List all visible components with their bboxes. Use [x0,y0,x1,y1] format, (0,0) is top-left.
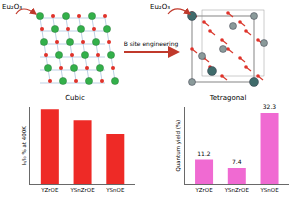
svg-text:YZrOE: YZrOE [40,187,59,193]
svg-text:11.2: 11.2 [197,150,211,157]
svg-text:Eu₂O₃: Eu₂O₃ [150,3,170,11]
svg-text:YSnOE: YSnOE [259,187,279,193]
svg-text:Quantum yield (%): Quantum yield (%) [175,120,182,172]
svg-text:Eu₂O₃: Eu₂O₃ [2,3,22,11]
svg-text:YSnZrOE: YSnZrOE [69,187,95,193]
svg-text:B site engineering: B site engineering [124,40,179,48]
svg-text:YZrOE: YZrOE [194,187,213,193]
svg-text:YSnOE: YSnOE [105,187,125,193]
svg-text:7.4: 7.4 [232,158,242,165]
svg-text:Cubic: Cubic [65,94,85,102]
svg-text:Iₜ/I₀ % at 400K: Iₜ/I₀ % at 400K [21,126,27,165]
svg-text:Tetragonal: Tetragonal [209,94,247,102]
svg-text:32.3: 32.3 [263,103,277,110]
svg-text:YSnZrOE: YSnZrOE [224,187,250,193]
